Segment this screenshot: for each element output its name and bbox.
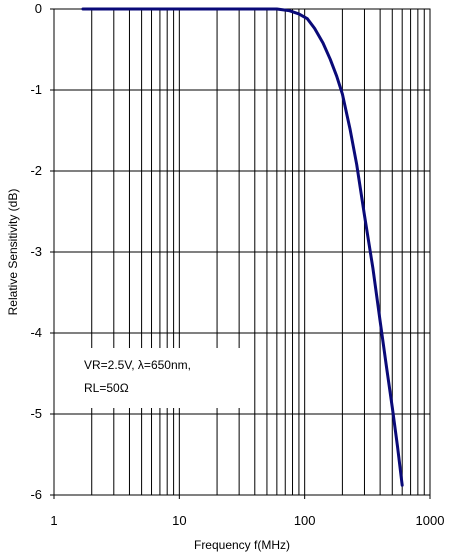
y-tick-label: -1 (30, 82, 42, 97)
sensitivity-curve (81, 7, 404, 487)
grid (54, 9, 430, 495)
x-tick-label: 100 (294, 513, 316, 528)
x-axis-label: Frequency f(MHz) (194, 538, 290, 552)
x-tick-label: 1000 (416, 513, 445, 528)
x-tick-labels: 1 10 100 1000 (50, 495, 444, 528)
y-tick-label: -4 (30, 325, 42, 340)
series-layer (81, 7, 404, 487)
annotation-line-1: VR=2.5V, λ=650nm, (84, 358, 191, 372)
y-tick-label: -5 (30, 406, 42, 421)
y-tick-label: -3 (30, 244, 42, 259)
annotation-box (75, 348, 250, 408)
y-tick-labels: 0 -1 -2 -3 -4 -5 -6 (30, 1, 54, 502)
annotation-line-2: RL=50Ω (84, 381, 129, 395)
y-tick-label: -2 (30, 163, 42, 178)
x-tick-label: 10 (172, 513, 186, 528)
y-tick-label: -6 (30, 487, 42, 502)
x-tick-label: 1 (50, 513, 57, 528)
y-tick-label: 0 (35, 1, 42, 16)
y-axis-label: Relative Sensitivity (dB) (6, 189, 20, 316)
